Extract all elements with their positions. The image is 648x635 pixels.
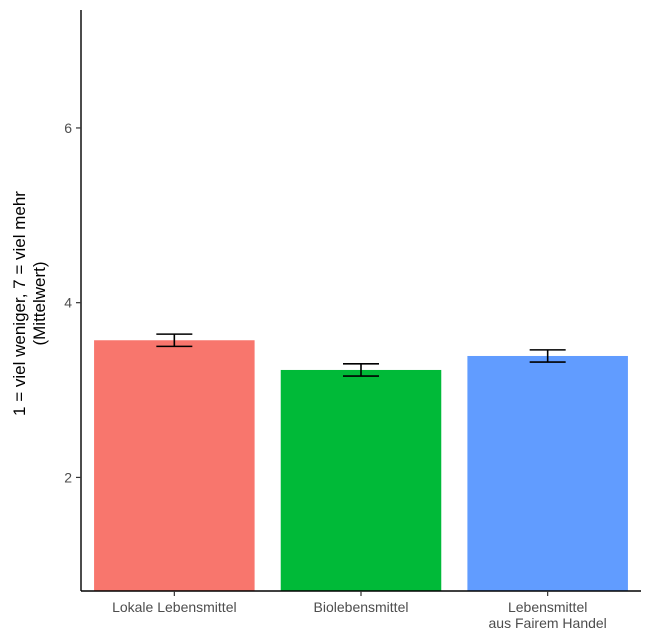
x-tick-label-line: aus Fairem Handel (489, 615, 607, 631)
bar-3 (467, 355, 628, 591)
x-tick-label-line: Biolebensmittel (314, 599, 409, 615)
y-axis-ticks: 2 4 6 (64, 120, 81, 485)
y-tick-label: 4 (64, 295, 72, 311)
bars-group (94, 340, 628, 591)
bar-1 (94, 340, 255, 591)
y-axis-title-line: 1 = viel weniger, 7 = viel mehr (10, 191, 29, 416)
error-bar-1 (156, 333, 193, 348)
error-bar-2 (343, 363, 379, 377)
x-tick-label: Lokale Lebensmittel (112, 599, 237, 615)
error-bars-group (156, 333, 566, 377)
y-axis-title: 1 = viel weniger, 7 = viel mehr (Mittelwe… (10, 191, 49, 416)
y-tick-label: 6 (64, 120, 72, 136)
y-axis-title-line: (Mittelwert) (30, 261, 49, 345)
bar-2 (280, 369, 442, 591)
error-bar-3 (529, 349, 566, 363)
x-tick-label-line: Lebensmittel (508, 599, 587, 615)
x-tick-label-line: Lokale Lebensmittel (112, 599, 237, 615)
x-axis-ticks: Lokale Lebensmittel Biolebensmittel Lebens… (112, 591, 607, 631)
x-tick-label: Lebensmittel aus Fairem Handel (489, 599, 607, 631)
x-tick-label: Biolebensmittel (314, 599, 409, 615)
y-tick-label: 2 (64, 469, 72, 485)
